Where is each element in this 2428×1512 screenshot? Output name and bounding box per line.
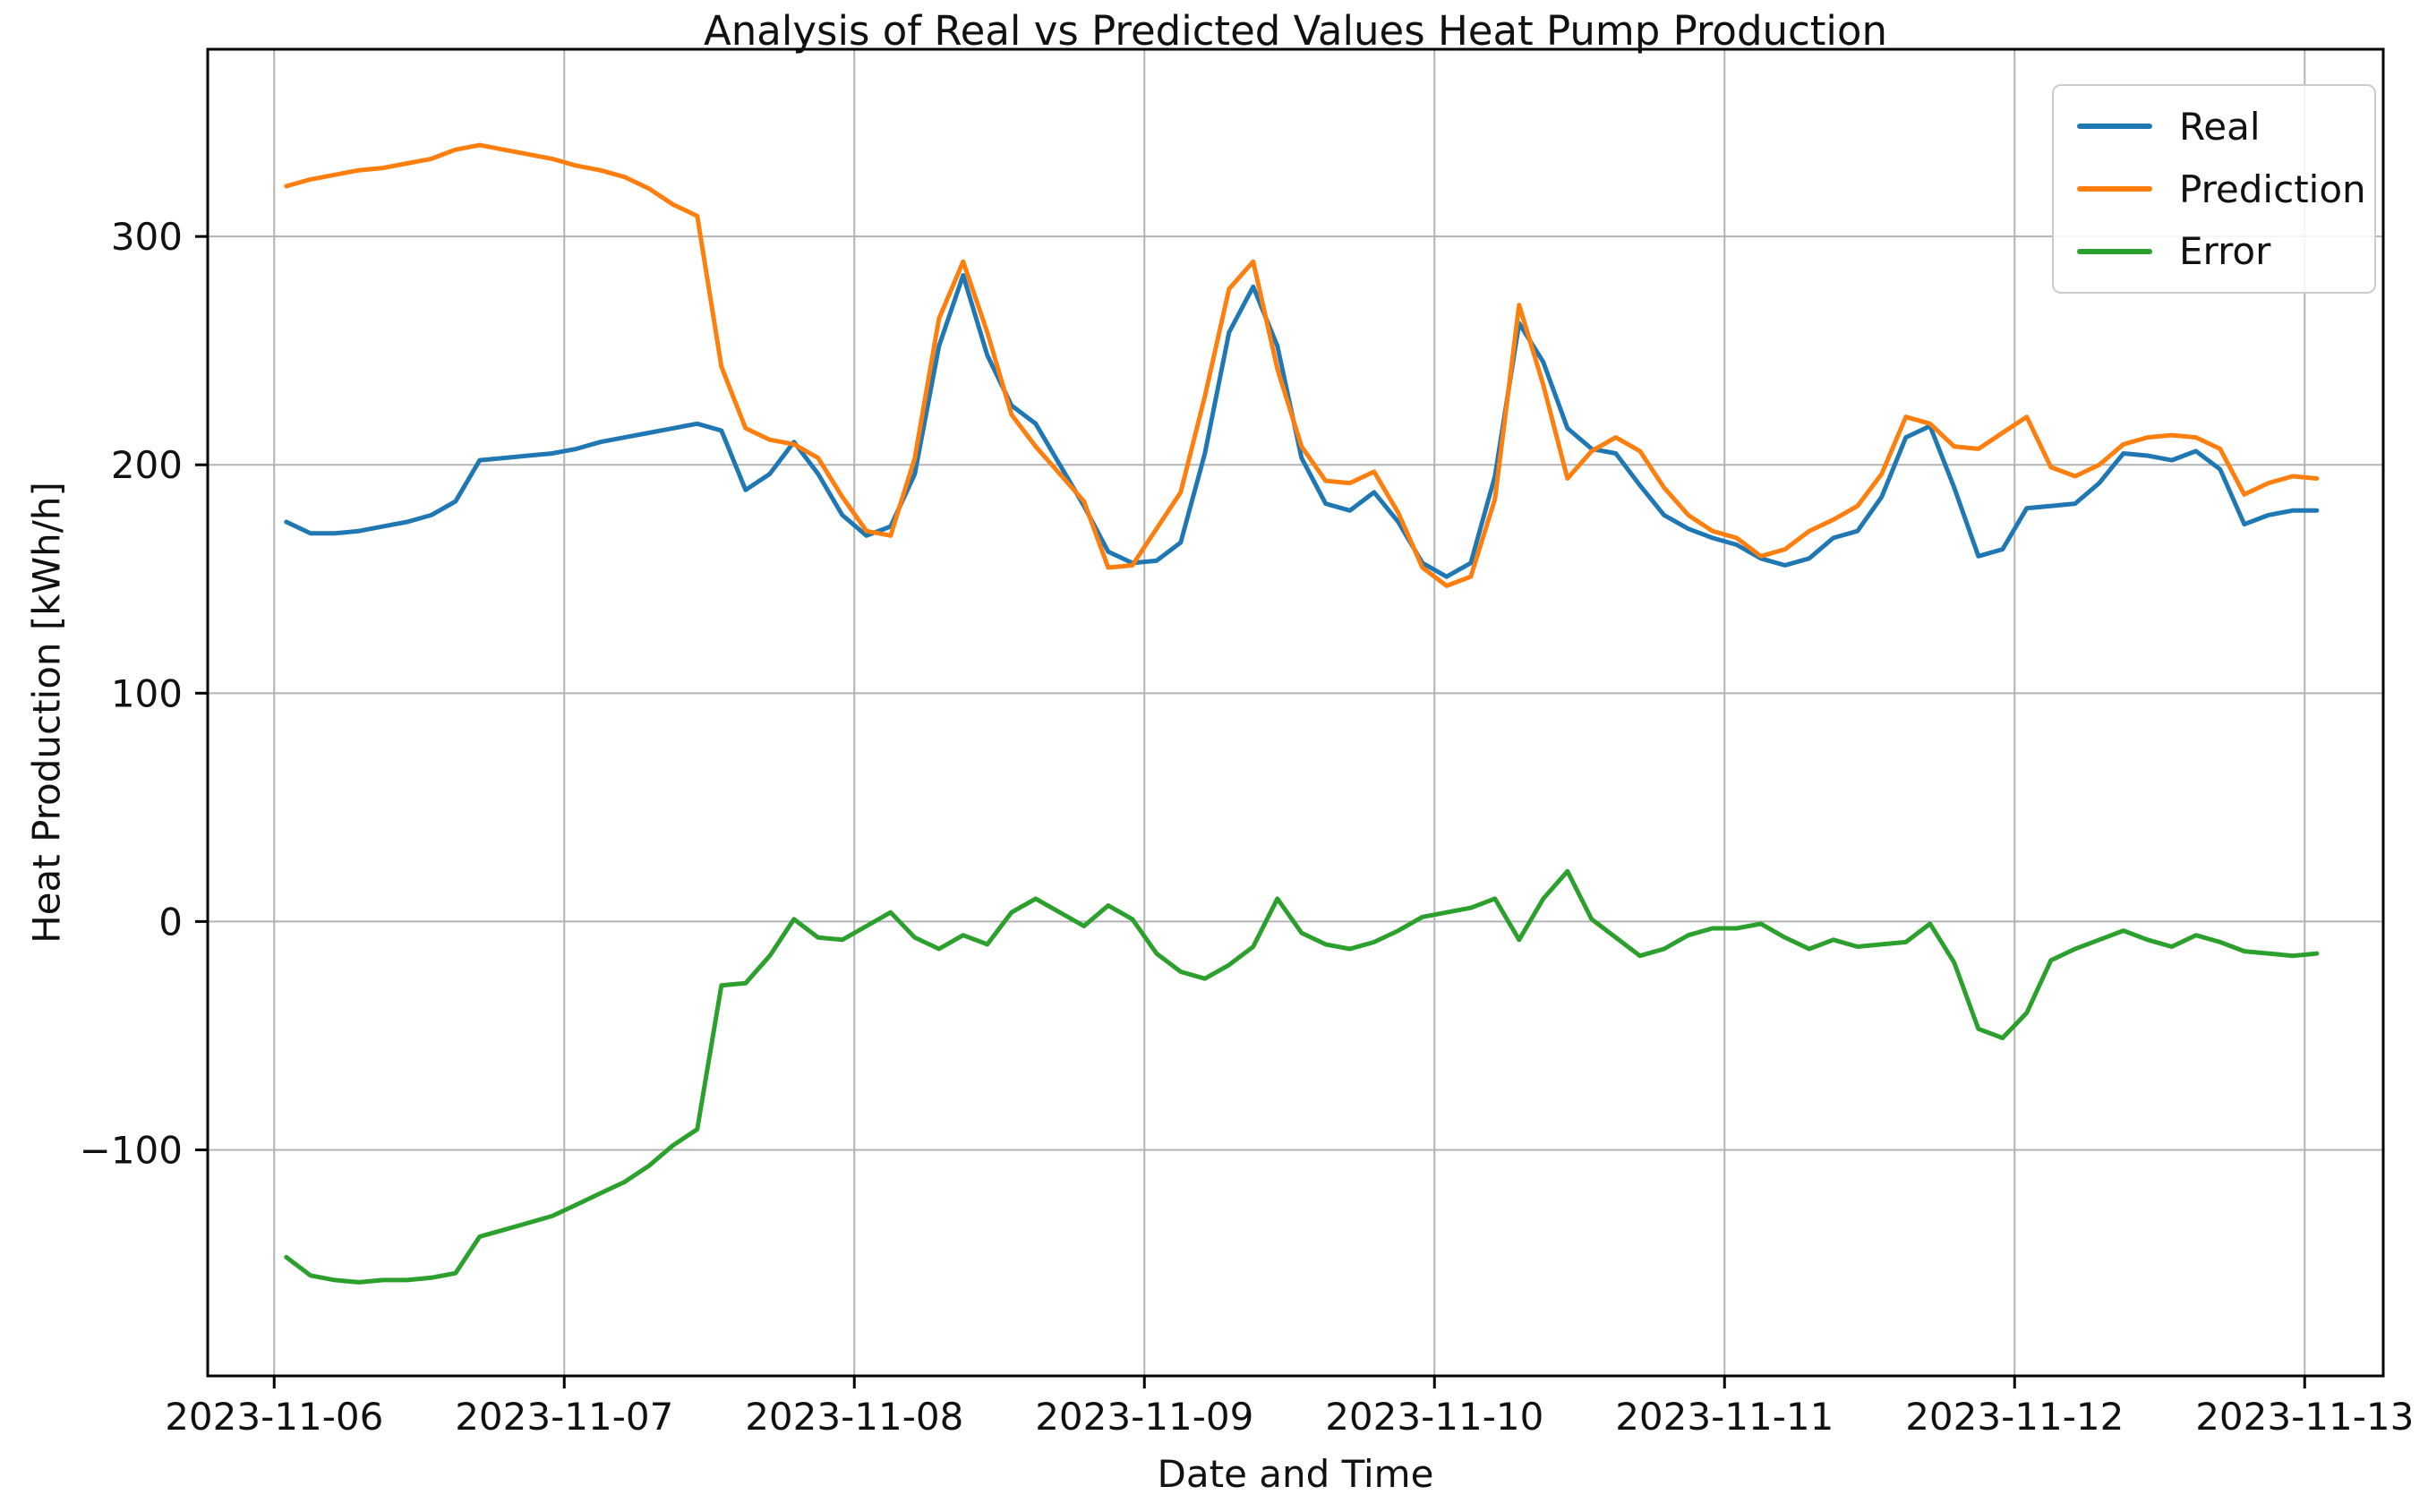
y-tick-label: 200 — [111, 443, 183, 487]
y-axis-label: Heat Production [kWh/h] — [24, 482, 69, 944]
x-tick-label: 2023-11-10 — [1325, 1395, 1543, 1439]
y-tick-label: −100 — [80, 1128, 183, 1172]
x-tick-label: 2023-11-12 — [1905, 1395, 2124, 1439]
y-tick-label: 100 — [111, 671, 183, 715]
chart-title: Analysis of Real vs Predicted Values Hea… — [704, 7, 1887, 55]
plot-border — [206, 47, 2385, 1378]
x-tick-label: 2023-11-09 — [1035, 1395, 1253, 1439]
legend-swatch-real — [2077, 124, 2152, 130]
x-axis-label: Date and Time — [1157, 1452, 1434, 1496]
series-line-real — [284, 273, 2320, 579]
series-line-error — [284, 868, 2320, 1285]
legend-label: Prediction — [2179, 167, 2366, 211]
y-tick-label: 300 — [111, 215, 183, 259]
legend: Real Prediction Error — [2052, 84, 2376, 294]
legend-item-real: Real — [2077, 105, 2374, 149]
x-tick-label: 2023-11-06 — [165, 1395, 383, 1439]
x-tick-label: 2023-11-08 — [745, 1395, 963, 1439]
legend-label: Error — [2179, 229, 2271, 274]
y-tick-label: 0 — [158, 900, 183, 944]
legend-item-prediction: Prediction — [2077, 167, 2374, 211]
legend-swatch-error — [2077, 248, 2152, 254]
legend-item-error: Error — [2077, 229, 2374, 273]
series-line-prediction — [284, 142, 2320, 588]
x-tick-label: 2023-11-13 — [2195, 1395, 2414, 1439]
legend-swatch-prediction — [2077, 186, 2152, 192]
legend-label: Real — [2179, 104, 2261, 149]
x-tick-label: 2023-11-07 — [455, 1395, 673, 1439]
x-tick-label: 2023-11-11 — [1615, 1395, 1834, 1439]
